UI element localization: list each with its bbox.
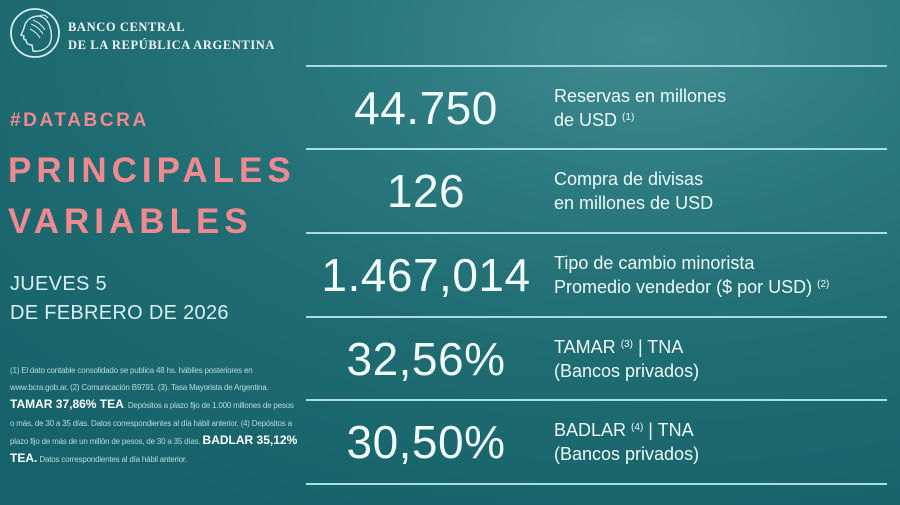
label-line-1: Reservas en millones [554,85,727,106]
label-line-1: Tipo de cambio minorista [554,253,755,273]
hashtag: #DATABCRA [10,110,149,131]
label-text: BADLAR [554,420,627,440]
label-line-2: (Bancos privados) [554,360,700,381]
divider [306,399,887,401]
footnotes: (1) El dato contable consolidado se publ… [10,362,298,468]
date-line-1: JUEVES 5 [10,273,107,295]
variable-value: 44.750 [354,81,498,134]
variable-row-badlar: 30,50% BADLAR (4) | TNA (Bancos privados… [306,401,887,483]
footnote-ref: (2) [817,279,830,290]
title-line-2: VARIABLES [8,202,253,241]
label-text: | TNA [648,420,694,440]
title-line-1: PRINCIPALES [8,151,296,190]
variable-label: Compra de divisas en millones de USD [554,167,713,215]
variable-value: 32,56% [346,332,506,385]
label-line-1: Compra de divisas [554,169,704,189]
label-text: | TNA [637,336,684,357]
footnote-ref: (1) [622,111,635,123]
variable-label: Tipo de cambio minorista Promedio vended… [554,251,829,299]
label-line-1: TAMAR (3) | TNA [554,335,699,359]
footnote-ref: (3) [620,338,633,350]
divider [306,148,887,150]
variable-label: BADLAR (4) | TNA (Bancos privados) [554,418,699,466]
label-line-2: (Bancos privados) [554,444,700,464]
report-date: JUEVES 5 DE FEBRERO DE 2026 [10,270,229,328]
bcra-logo-icon [9,7,61,59]
divider [306,483,887,485]
label-text: de USD [554,109,618,130]
date-line-2: DE FEBRERO DE 2026 [10,302,229,324]
label-line-2: en millones de USD [554,193,714,213]
variable-value: 126 [386,165,466,217]
footnote-part-1: (1) El dato contable consolidado se publ… [10,366,269,393]
variable-row-tamar: 32,56% TAMAR (3) | TNA (Bancos privados) [306,318,887,399]
brand-name: BANCO CENTRAL DE LA REPÚBLICA ARGENTINA [68,18,275,54]
divider [306,232,887,234]
variable-label: TAMAR (3) | TNA (Bancos privados) [554,335,699,383]
label-line-2: de USD (1) [554,108,726,132]
footnote-tamar-tea: TAMAR 37,86% TEA [10,397,124,412]
divider [306,65,887,67]
footnote-ref: (4) [631,422,644,433]
variable-label: Reservas en millones de USD (1) [554,84,726,132]
variables-list: 44.750 Reservas en millones de USD (1) 1… [306,65,887,485]
footnote-part-2: . Depósitos a plazo fijo de 1.000 millon… [10,401,294,446]
variable-value: 30,50% [346,416,506,468]
label-line-1: BADLAR (4) | TNA [554,418,699,442]
label-text: TAMAR [554,336,616,357]
footnote-badlar-tea: BADLAR 35,12% TEA. [10,432,298,466]
variable-row-compra-divisas: 126 Compra de divisas en millones de USD [306,150,887,232]
footnote-part-3: Datos correspondientes al día hábil ante… [39,455,187,465]
brand-line-2: DE LA REPÚBLICA ARGENTINA [68,38,276,52]
brand-line-1: BANCO CENTRAL [68,20,186,34]
divider [306,316,887,318]
label-line-2: Promedio vendedor ($ por USD) (2) [554,275,829,299]
label-text: Promedio vendedor ($ por USD) [554,277,813,297]
variable-value: 1.467,014 [321,249,531,301]
variable-row-reservas: 44.750 Reservas en millones de USD (1) [306,67,887,148]
page-title: PRINCIPALES VARIABLES [8,145,296,247]
variable-row-tipo-cambio: 1.467,014 Tipo de cambio minorista Prome… [306,234,887,316]
